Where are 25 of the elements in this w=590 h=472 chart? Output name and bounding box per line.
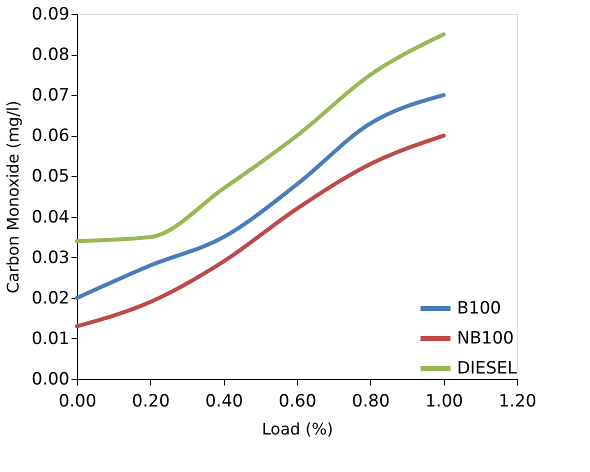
y-tick-label: 0.08: [32, 45, 70, 66]
line-series: [75, 134, 446, 328]
y-tick-label: 0.02: [32, 288, 70, 308]
x-axis-title: Load (%): [262, 420, 334, 438]
x-tick-label: 1.00: [425, 392, 464, 412]
x-tick-label: 0.00: [58, 392, 96, 412]
y-tick-label: 0.04: [32, 207, 70, 228]
y-tick-label: 0.07: [32, 86, 70, 106]
line-series: [75, 93, 446, 300]
legend-label: B100: [457, 298, 502, 318]
y-tick-label: 0.06: [32, 126, 70, 146]
line-series: [75, 32, 446, 244]
y-tick-label: 0.00: [32, 370, 70, 390]
legend-label: NB100: [457, 328, 514, 348]
x-tick-label: 1.20: [498, 392, 536, 412]
legend-label: DIESEL: [457, 358, 518, 378]
x-tick-label: 0.80: [352, 392, 390, 412]
x-tick-label: 0.60: [278, 392, 316, 412]
y-tick-label: 0.09: [32, 4, 70, 24]
x-tick-label: 0.40: [205, 392, 244, 412]
y-tick-label: 0.05: [32, 166, 70, 187]
y-tick-label: 0.01: [32, 328, 70, 349]
x-tick-label: 0.20: [132, 392, 170, 412]
y-tick-label: 0.03: [32, 248, 70, 268]
y-axis-title: Carbon Monoxide (mg/l): [4, 100, 23, 294]
